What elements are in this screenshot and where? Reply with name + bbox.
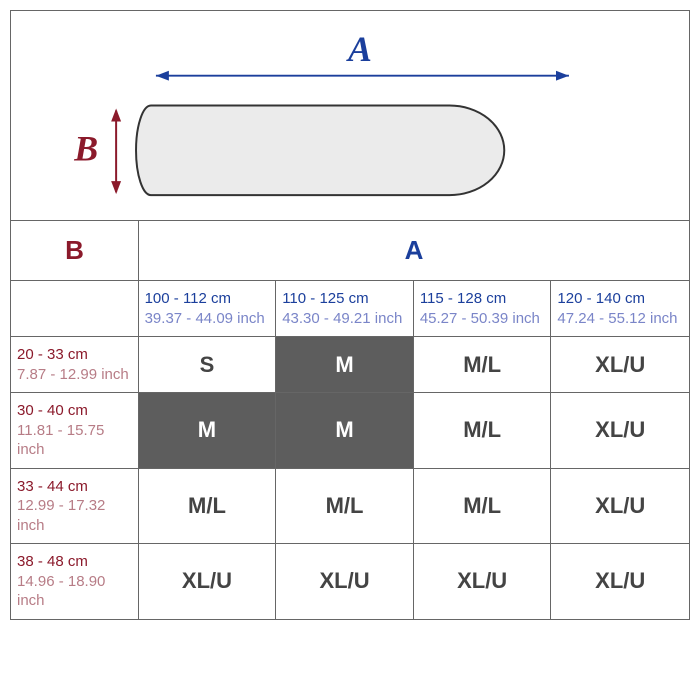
size-cell: XL/U xyxy=(551,337,689,392)
size-cell: M/L xyxy=(276,469,414,544)
row-label-inch: 11.81 - 15.75 inch xyxy=(17,421,132,460)
row-label-cm: 30 - 40 cm xyxy=(17,401,132,421)
blank-corner xyxy=(11,281,139,336)
size-chart: A B B A 100 - 112 cm39.37 - 44.09 inch11… xyxy=(10,10,690,620)
size-cell: XL/U xyxy=(139,544,277,619)
column-header-cm: 115 - 128 cm xyxy=(420,289,545,309)
row-label: 30 - 40 cm11.81 - 15.75 inch xyxy=(11,393,139,468)
size-cell: M xyxy=(276,393,414,468)
size-cell: XL/U xyxy=(414,544,552,619)
row-label: 38 - 48 cm14.96 - 18.90 inch xyxy=(11,544,139,619)
size-cell: M/L xyxy=(139,469,277,544)
size-cell: M xyxy=(276,337,414,392)
column-header: 115 - 128 cm45.27 - 50.39 inch xyxy=(414,281,552,336)
table-row: 38 - 48 cm14.96 - 18.90 inchXL/UXL/UXL/U… xyxy=(11,544,689,619)
table-row: 33 - 44 cm12.99 - 17.32 inchM/LM/LM/LXL/… xyxy=(11,469,689,545)
row-label-inch: 7.87 - 12.99 inch xyxy=(17,365,132,385)
column-header-cm: 110 - 125 cm xyxy=(282,289,407,309)
column-header-inch: 45.27 - 50.39 inch xyxy=(420,309,545,329)
size-cell: S xyxy=(139,337,277,392)
row-label-inch: 12.99 - 17.32 inch xyxy=(17,496,132,535)
column-header-inch: 39.37 - 44.09 inch xyxy=(145,309,270,329)
row-label: 20 - 33 cm7.87 - 12.99 inch xyxy=(11,337,139,392)
size-cell: XL/U xyxy=(551,393,689,468)
axis-header-a: A xyxy=(139,221,689,280)
column-header-inch: 43.30 - 49.21 inch xyxy=(282,309,407,329)
size-cell: XL/U xyxy=(551,469,689,544)
table-row: 20 - 33 cm7.87 - 12.99 inchSMM/LXL/U xyxy=(11,337,689,393)
dim-label-b: B xyxy=(73,128,98,168)
column-header-inch: 47.24 - 55.12 inch xyxy=(557,309,683,329)
size-cell: XL/U xyxy=(551,544,689,619)
column-header-cm: 120 - 140 cm xyxy=(557,289,683,309)
column-headers: 100 - 112 cm39.37 - 44.09 inch110 - 125 … xyxy=(11,281,689,337)
column-header: 100 - 112 cm39.37 - 44.09 inch xyxy=(139,281,277,336)
row-label-cm: 20 - 33 cm xyxy=(17,345,132,365)
table-row: 30 - 40 cm11.81 - 15.75 inchMMM/LXL/U xyxy=(11,393,689,469)
size-cell: M/L xyxy=(414,469,552,544)
ironing-board-diagram: A B xyxy=(11,11,689,220)
dim-label-a: A xyxy=(346,29,372,69)
row-label: 33 - 44 cm12.99 - 17.32 inch xyxy=(11,469,139,544)
size-cell: M/L xyxy=(414,393,552,468)
size-cell: M/L xyxy=(414,337,552,392)
row-label-cm: 33 - 44 cm xyxy=(17,477,132,497)
table-body: 20 - 33 cm7.87 - 12.99 inchSMM/LXL/U30 -… xyxy=(11,337,689,619)
axis-header-b: B xyxy=(11,221,139,280)
column-header-cm: 100 - 112 cm xyxy=(145,289,270,309)
column-header: 110 - 125 cm43.30 - 49.21 inch xyxy=(276,281,414,336)
row-label-cm: 38 - 48 cm xyxy=(17,552,132,572)
column-header: 120 - 140 cm47.24 - 55.12 inch xyxy=(551,281,689,336)
axis-header-row: B A xyxy=(11,221,689,281)
diagram-area: A B xyxy=(11,11,689,221)
size-cell: XL/U xyxy=(276,544,414,619)
size-cell: M xyxy=(139,393,277,468)
row-label-inch: 14.96 - 18.90 inch xyxy=(17,572,132,611)
